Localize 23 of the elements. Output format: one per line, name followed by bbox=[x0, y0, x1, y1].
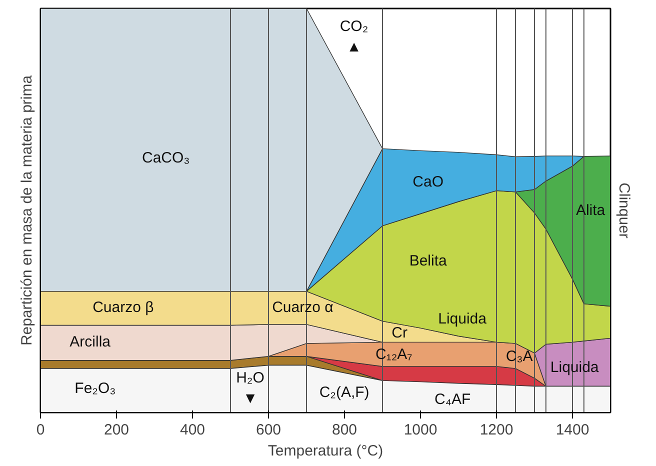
annotation: C₄AF bbox=[434, 391, 471, 408]
annotation: Belita bbox=[409, 252, 448, 270]
x-tick-label: 1400 bbox=[556, 422, 590, 438]
annotation: CaCO₃ bbox=[142, 149, 190, 166]
annotation: H₂O ▼ bbox=[236, 370, 264, 407]
x-tick-label: 0 bbox=[36, 422, 45, 438]
x-tick-label: 1000 bbox=[404, 422, 438, 438]
annotation: Cuarzo β bbox=[92, 298, 154, 316]
y2-axis-title: Clinquer bbox=[616, 182, 632, 238]
annotation: Fe₂O₃ bbox=[74, 380, 116, 397]
x-tick-label: 600 bbox=[256, 422, 282, 438]
x-tick-label: 800 bbox=[332, 422, 358, 438]
x-tick-label: 400 bbox=[180, 422, 206, 438]
annotation: Arcilla bbox=[70, 334, 112, 351]
annotation: C₂(A,F) bbox=[319, 384, 370, 401]
x-tick-label: 1200 bbox=[480, 422, 514, 438]
x-axis-title: Temperatura (°C) bbox=[268, 442, 384, 460]
annotation: CO₂ ▲ bbox=[340, 18, 368, 56]
annotation: CaO bbox=[412, 174, 444, 191]
x-tick-label: 200 bbox=[104, 422, 130, 438]
annotation: Cr bbox=[392, 324, 408, 342]
annotation: Liquida bbox=[438, 310, 488, 328]
y-axis-title: Repartición en masa de la materia prima bbox=[18, 74, 36, 346]
